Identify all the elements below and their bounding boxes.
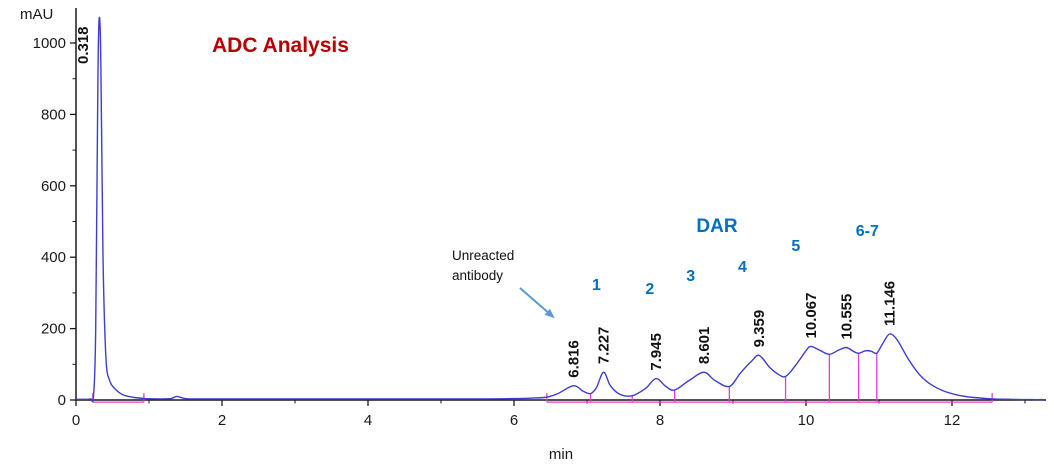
dar-number-label: 5: [791, 238, 800, 255]
dar-number-label: 1: [592, 277, 601, 294]
y-tick-label: 400: [41, 249, 66, 266]
y-axis-unit-label: mAU: [20, 6, 53, 23]
y-tick-label: 0: [58, 392, 66, 409]
peak-rt-label: 10.555: [839, 294, 856, 340]
peak-rt-label: 7.227: [596, 327, 613, 365]
x-tick-label: 4: [364, 412, 372, 429]
chromatogram-trace: [76, 16, 1044, 403]
unreacted-arrow-line: [519, 287, 552, 316]
y-tick-label: 200: [41, 321, 66, 338]
peak-rt-label: 10.067: [803, 293, 820, 339]
x-tick-label: 2: [218, 412, 226, 429]
dar-labels-group: 1 2 3 4 5 6-7: [592, 223, 879, 298]
unreacted-label-line1: Unreacted: [452, 248, 514, 263]
peak-labels-group: 0.318 6.816 7.227 7.945 8.601 9.359 10.067 10.5…: [75, 26, 898, 377]
dar-number-label: 2: [645, 281, 654, 298]
x-tick-label: 0: [72, 412, 80, 429]
dar-number-label: 4: [738, 259, 747, 276]
x-tick-label: 10: [798, 412, 815, 429]
trace-group: [76, 16, 1044, 403]
peak-rt-label: 11.146: [882, 281, 899, 326]
y-tick-label: 800: [41, 106, 66, 123]
annotation-group: [519, 287, 555, 319]
peak-rt-label: 6.816: [566, 340, 583, 378]
x-axis-unit-label: min: [549, 446, 573, 463]
peak-rt-label: 9.359: [751, 310, 768, 348]
chart-title: ADC Analysis: [212, 34, 349, 57]
peak-rt-label: 7.945: [648, 333, 665, 371]
x-tick-label: 6: [510, 412, 518, 429]
x-tick-label: 12: [944, 412, 961, 429]
peak-rt-label: 8.601: [696, 327, 713, 365]
dar-number-label: 6-7: [856, 223, 879, 240]
x-tick-label: 8: [656, 412, 664, 429]
axis-lines: [75, 8, 1046, 401]
dar-title: DAR: [696, 216, 737, 237]
y-tick-label: 1000: [33, 35, 66, 52]
integration-marks-group: [92, 353, 993, 403]
unreacted-label-line2: antibody: [452, 268, 503, 283]
unreacted-arrow-head: [544, 308, 555, 319]
dar-number-label: 3: [686, 268, 695, 285]
y-tick-label: 600: [41, 178, 66, 195]
peak-rt-label: 0.318: [75, 26, 92, 64]
